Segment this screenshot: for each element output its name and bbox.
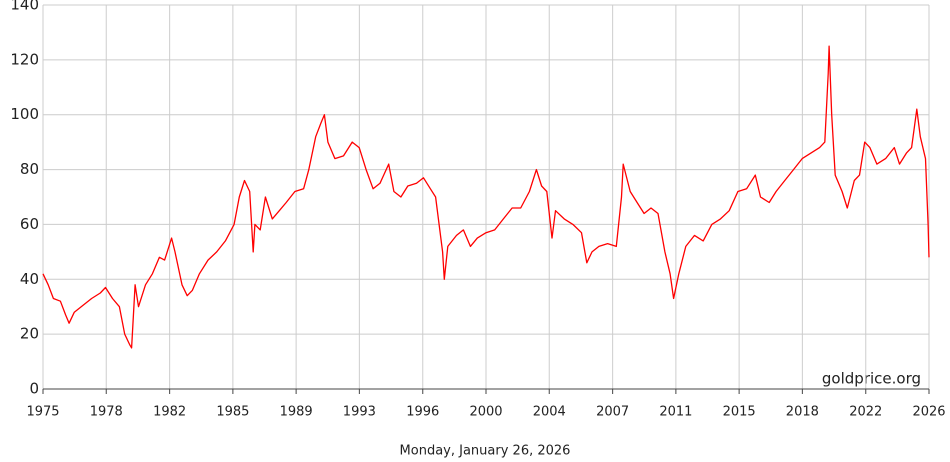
watermark: goldprice.org (822, 370, 921, 388)
x-tick-label: 2022 (849, 405, 882, 420)
x-tick-label: 1989 (280, 405, 313, 420)
footer-date: Monday, January 26, 2026 (400, 444, 571, 459)
data-line (42, 45, 930, 349)
x-tick-label: 1996 (406, 405, 439, 420)
x-tick-label: 2007 (596, 405, 629, 420)
x-tick-label: 2011 (659, 405, 692, 420)
x-tick-label: 1975 (26, 405, 59, 420)
y-tick-label: 60 (20, 215, 39, 233)
x-tick-label: 1985 (216, 405, 249, 420)
y-tick-label: 100 (10, 105, 39, 123)
x-tick-label: 1993 (343, 405, 376, 420)
y-tick-label: 20 (20, 325, 39, 343)
x-tick-label: 2026 (912, 405, 945, 420)
y-tick-label: 140 (10, 0, 39, 14)
x-tick-label: 2000 (469, 405, 502, 420)
x-tick-label: 2004 (533, 405, 566, 420)
x-tick-label: 2018 (786, 405, 819, 420)
x-tick-label: 2015 (723, 405, 756, 420)
y-tick-label: 120 (10, 50, 39, 68)
x-tick-label: 1978 (90, 405, 123, 420)
y-tick-label: 0 (29, 380, 39, 398)
x-tick-label: 1982 (153, 405, 186, 420)
y-tick-label: 40 (20, 270, 39, 288)
y-tick-label: 80 (20, 160, 39, 178)
